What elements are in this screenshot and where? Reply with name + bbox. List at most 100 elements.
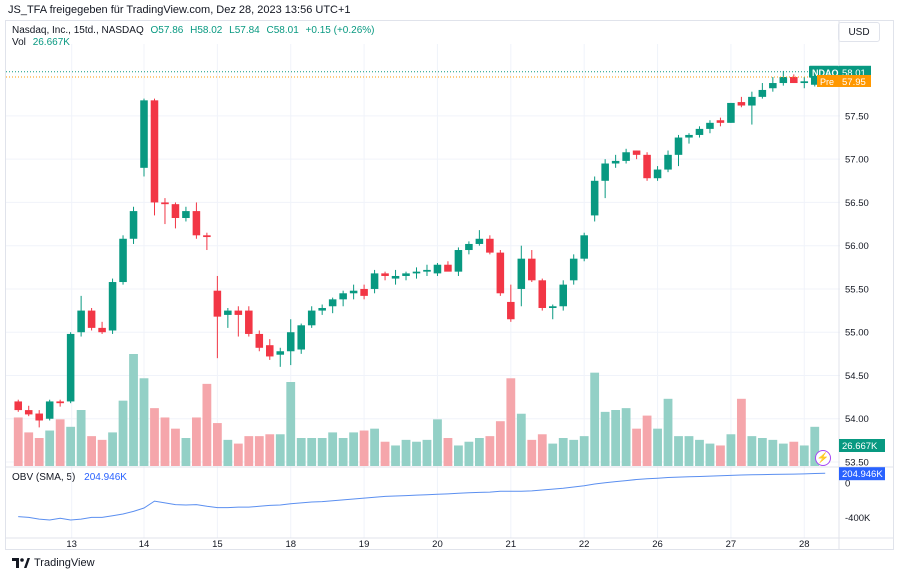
candle-body xyxy=(569,258,578,281)
candle-body xyxy=(234,310,243,315)
volume-bar xyxy=(380,441,390,466)
candle-body xyxy=(590,180,599,216)
volume-bar xyxy=(307,438,317,466)
symbol-title[interactable]: Nasdaq, Inc., 15td., NASDAQ xyxy=(12,25,144,36)
time-tick-label: 19 xyxy=(359,539,370,550)
candle-body xyxy=(695,128,704,135)
candle-body xyxy=(45,401,54,419)
volume-value: 26.667K xyxy=(32,37,70,48)
candle-body xyxy=(748,96,756,106)
volume-bar xyxy=(391,445,400,466)
candle-body xyxy=(108,282,117,331)
volume-bar xyxy=(705,443,715,466)
volume-bar xyxy=(663,398,673,466)
candle-body xyxy=(318,307,326,311)
time-tick-label: 15 xyxy=(212,539,223,550)
time-tick-label: 13 xyxy=(66,539,77,550)
candle-body xyxy=(653,169,662,179)
volume-bar xyxy=(810,426,820,466)
volume-bar xyxy=(569,439,579,466)
candle-body xyxy=(255,333,264,348)
candle-body xyxy=(276,351,285,355)
volume-bar xyxy=(45,430,55,466)
candle-body xyxy=(56,401,64,404)
volume-badge-text: 26.667K xyxy=(842,441,878,452)
candle-body xyxy=(632,150,641,155)
volume-bar xyxy=(443,438,453,466)
candle-body xyxy=(538,280,547,308)
volume-bar xyxy=(192,417,201,466)
candle-body xyxy=(548,306,557,308)
candle-body xyxy=(601,163,609,181)
candle-body xyxy=(716,120,725,123)
candle-body xyxy=(265,345,274,357)
pre-price-badge xyxy=(839,74,871,87)
candle-body xyxy=(580,235,588,259)
volume-bar xyxy=(254,436,264,466)
price-tick-label: 55.00 xyxy=(845,328,869,339)
obv-legend[interactable]: OBV (SMA, 5) 204.946K xyxy=(12,472,127,483)
time-tick-label: 26 xyxy=(652,539,663,550)
volume-bar xyxy=(642,415,652,466)
symbol-badge-text: NDAQ xyxy=(812,68,839,78)
candle-body xyxy=(360,288,368,296)
candle-body xyxy=(496,252,505,294)
candle-body xyxy=(213,290,222,317)
candle-body xyxy=(35,413,43,421)
volume-legend[interactable]: Vol 26.667K xyxy=(12,37,70,48)
candle-body xyxy=(66,333,75,402)
volume-bar xyxy=(171,428,180,466)
candle-body xyxy=(611,160,620,164)
obv-badge-text: 204.946K xyxy=(842,469,883,480)
volume-bar xyxy=(422,439,432,466)
volume-bar xyxy=(233,443,243,466)
candle-body xyxy=(224,310,232,315)
candle-body xyxy=(192,211,201,236)
symbol-badge xyxy=(809,65,839,78)
high-value: H58.02 xyxy=(190,25,223,36)
volume-bar xyxy=(244,436,254,466)
candle-body xyxy=(24,410,33,415)
volume-bar xyxy=(611,410,621,466)
volume-bar xyxy=(474,438,484,466)
volume-bar xyxy=(537,434,547,466)
obv-series-line xyxy=(18,472,826,521)
candle-body xyxy=(307,310,316,326)
volume-bar xyxy=(55,419,65,466)
price-tick-label: 57.00 xyxy=(845,155,869,166)
volume-bar xyxy=(108,432,117,466)
candle-body xyxy=(370,273,379,289)
last-price-badge-text: 58.01 xyxy=(842,68,866,79)
bolt-icon[interactable]: ⚡ xyxy=(815,450,831,466)
obv-tick-label: 0 xyxy=(845,479,850,490)
candle-body xyxy=(381,273,389,276)
volume-bar xyxy=(150,408,159,466)
volume-bar xyxy=(160,417,170,466)
candle-body xyxy=(507,301,515,320)
candle-body xyxy=(444,264,452,272)
candle-body xyxy=(203,235,211,238)
time-tick-label: 20 xyxy=(432,539,443,550)
candle-body xyxy=(769,83,777,89)
volume-bar xyxy=(736,398,746,466)
candle-body xyxy=(674,137,683,155)
volume-bar xyxy=(653,428,662,466)
candle-body xyxy=(727,102,735,123)
ohlc-legend[interactable]: Nasdaq, Inc., 15td., NASDAQ O57.86 H58.0… xyxy=(12,25,374,36)
volume-bar xyxy=(24,432,34,466)
volume-bar xyxy=(485,436,495,466)
volume-bar xyxy=(454,445,463,466)
price-tick-label: 54.00 xyxy=(845,414,869,425)
candle-body xyxy=(150,100,159,203)
volume-bar xyxy=(684,436,694,466)
volume-bar xyxy=(181,438,191,466)
price-tick-label: 54.50 xyxy=(845,371,869,382)
volume-bar xyxy=(726,434,736,466)
candle-body xyxy=(517,258,526,289)
candle-body xyxy=(286,332,295,352)
candle-body xyxy=(161,202,169,205)
volume-bar xyxy=(212,423,222,466)
candle-body xyxy=(129,211,138,239)
footer-brand: TradingView xyxy=(34,557,95,569)
